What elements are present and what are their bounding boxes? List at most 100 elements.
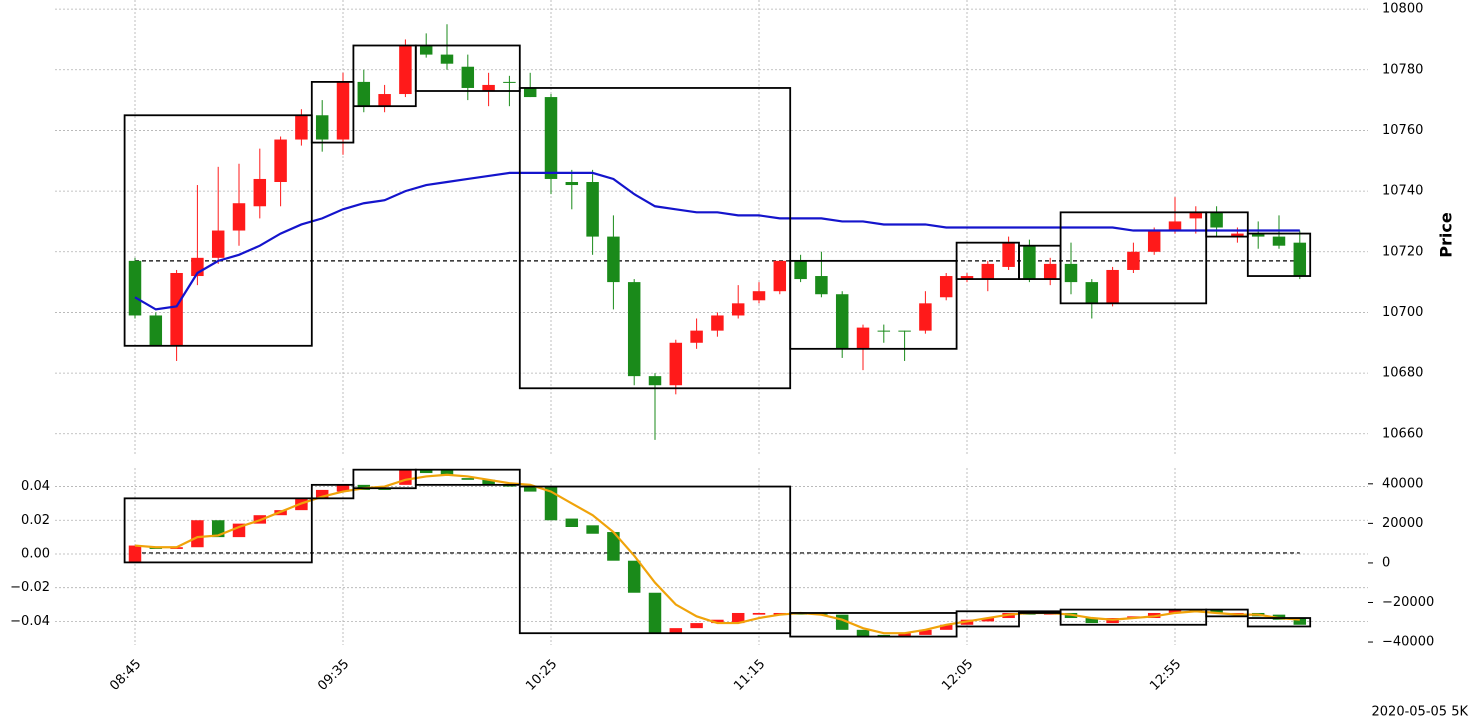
y-tick-label: −0.04 — [10, 614, 50, 629]
candle-body — [523, 87, 537, 98]
candle-body — [191, 520, 204, 548]
candle-body — [295, 115, 308, 140]
y-tick-label: 10660 — [1382, 426, 1423, 441]
x-tick-label: 10:25 — [523, 657, 560, 694]
footer: 2020-05-05 5K — [1372, 705, 1469, 720]
candle-body — [461, 478, 475, 480]
x-tick-label: 09:35 — [315, 657, 352, 694]
candle-body — [773, 260, 787, 292]
box — [414, 44, 521, 92]
candle-body — [898, 330, 911, 332]
box — [310, 483, 355, 500]
candle-body — [1085, 618, 1099, 624]
x-tick-label: 11:15 — [731, 657, 768, 694]
candle-body — [419, 469, 433, 474]
y-tick-label: 10780 — [1382, 62, 1423, 77]
y2-tick-label: −40000 — [1382, 635, 1434, 650]
y-tick-label: −0.02 — [10, 580, 50, 595]
candle-body — [648, 592, 662, 634]
candle-body — [586, 182, 599, 237]
y-tick-label: 10720 — [1382, 244, 1423, 259]
candle-body — [544, 97, 558, 179]
box — [1246, 617, 1312, 628]
candle-body — [482, 479, 495, 485]
candle-body — [627, 560, 641, 593]
y-tick-label: 10800 — [1382, 2, 1423, 17]
y2-tick-label: 20000 — [1382, 516, 1423, 531]
candle-body — [711, 619, 724, 624]
candle-body — [835, 294, 849, 349]
candle-body — [981, 263, 995, 280]
candle-body — [607, 236, 620, 283]
y-tick-label: 0.04 — [21, 479, 50, 494]
candle-body — [378, 94, 391, 107]
candle-body — [856, 629, 870, 637]
candle-body — [877, 330, 891, 332]
y2-tick-label: 40000 — [1382, 476, 1423, 491]
candle-body — [648, 376, 662, 386]
y-tick-label: 0.02 — [21, 513, 50, 528]
candle-body — [315, 115, 329, 140]
candle-body — [565, 518, 579, 527]
y-tick-label: 10740 — [1382, 184, 1423, 199]
candle-body — [1106, 269, 1119, 304]
candle-body — [170, 273, 183, 346]
y-axis-label: Price — [1437, 212, 1456, 258]
candle-body — [211, 520, 225, 538]
candle-body — [1127, 251, 1140, 270]
candle-body — [1168, 221, 1182, 231]
candle-body — [960, 276, 974, 280]
candle-body — [919, 629, 932, 635]
candle-body — [336, 81, 350, 140]
candle-body — [981, 618, 995, 622]
candle-body — [815, 276, 828, 295]
x-tick-label: 12:55 — [1147, 657, 1184, 694]
y2-tick-label: −20000 — [1382, 595, 1434, 610]
candle-body — [898, 633, 911, 637]
x-tick-label: 12:05 — [939, 657, 976, 694]
box — [1018, 610, 1062, 614]
candle-body — [440, 469, 454, 475]
box — [1246, 232, 1312, 277]
candle-body — [128, 545, 142, 563]
candle-body — [1002, 242, 1015, 267]
box — [414, 468, 521, 486]
candle-body — [669, 342, 683, 386]
candle-body — [1168, 609, 1182, 613]
y-tick-label: 10680 — [1382, 366, 1423, 381]
candle-body — [856, 327, 870, 349]
box — [789, 259, 958, 350]
box — [310, 81, 355, 144]
candle-body — [1023, 245, 1036, 280]
candle-body — [149, 315, 163, 346]
candle-body — [1043, 263, 1057, 280]
candle-body — [794, 260, 807, 280]
candle-body — [586, 525, 599, 534]
box — [123, 497, 313, 564]
candle-body — [399, 469, 412, 485]
candle-body — [440, 54, 454, 64]
candle-body — [1147, 230, 1161, 252]
candle-body — [232, 203, 246, 231]
box — [518, 87, 792, 390]
box — [518, 485, 792, 635]
candle-body — [274, 139, 287, 182]
y-tick-label: 10760 — [1382, 123, 1423, 138]
candle-body — [690, 623, 703, 629]
candle-body — [1272, 236, 1286, 246]
candle-body — [1189, 212, 1203, 219]
line — [134, 473, 1300, 635]
line — [134, 171, 1300, 311]
candle-body — [627, 282, 641, 377]
x-tick-label: 08:45 — [107, 657, 144, 694]
candle-body — [607, 532, 620, 561]
y-tick-label: 10700 — [1382, 305, 1423, 320]
candle-body — [939, 624, 953, 630]
candle-body — [1251, 233, 1265, 237]
candle-body — [690, 330, 703, 343]
candle-body — [357, 81, 371, 107]
candle-body — [1293, 618, 1307, 625]
candle-body — [399, 45, 412, 95]
box — [1205, 608, 1249, 618]
